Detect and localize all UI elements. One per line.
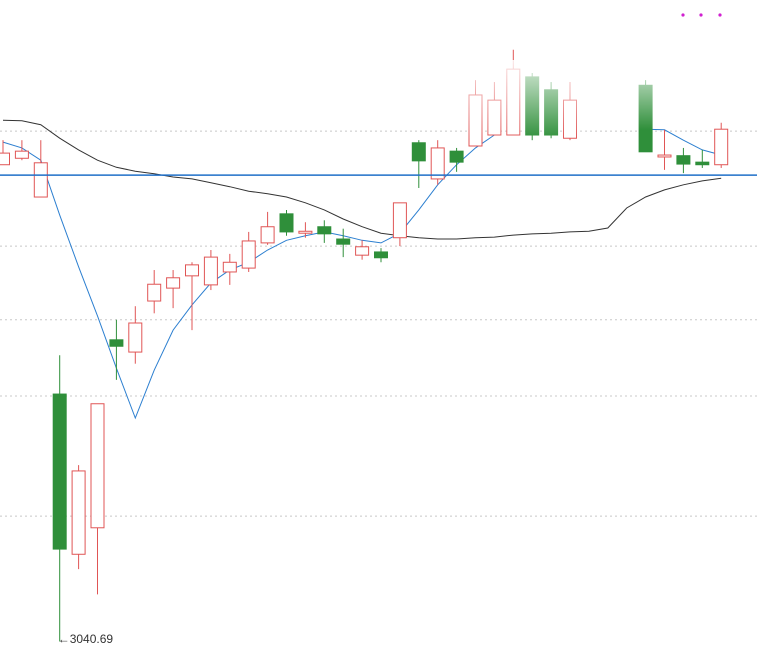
- candle-body: [336, 238, 351, 245]
- candle-body: [714, 128, 729, 166]
- candle-body: [279, 213, 294, 233]
- candle-body: [355, 246, 370, 256]
- candle: [336, 228, 351, 258]
- candle: [279, 209, 294, 236]
- low-annotation: ←3040.69: [58, 632, 114, 646]
- candle-body: [14, 150, 29, 159]
- candle: [0, 140, 10, 166]
- candle-body: [109, 339, 124, 347]
- candle-body: [222, 261, 237, 273]
- candle-body: [128, 322, 143, 353]
- candle: [298, 222, 313, 238]
- candle: [657, 129, 672, 170]
- fade-overlay: [462, 60, 586, 140]
- candle: [33, 140, 48, 198]
- fade-overlay: [630, 60, 664, 130]
- candle: [166, 270, 181, 309]
- candle: [185, 262, 199, 331]
- candle-body: [676, 155, 691, 165]
- candle-body: [241, 240, 256, 269]
- candle-body: [90, 403, 105, 529]
- candle: [449, 147, 464, 172]
- moving-averages: [2, 119, 722, 420]
- menu-dot[interactable]: [681, 13, 685, 17]
- candle-body: [374, 251, 388, 259]
- moving-average-line: [2, 128, 722, 420]
- candle-body: [695, 161, 710, 166]
- candle-body: [392, 202, 407, 239]
- candle: [128, 306, 143, 364]
- candle-body: [657, 154, 672, 158]
- candle: [714, 122, 729, 168]
- candle-body: [317, 226, 332, 235]
- candle-body: [52, 393, 67, 550]
- candle: [14, 140, 29, 161]
- candle-body: [203, 256, 218, 286]
- candle: [71, 465, 86, 570]
- candle: [260, 211, 275, 245]
- candle: [676, 147, 691, 174]
- candle: [392, 202, 407, 247]
- candle: [90, 403, 105, 595]
- candle-body: [430, 147, 445, 180]
- candles: [0, 49, 729, 642]
- candle: [222, 253, 237, 285]
- candle: [241, 231, 256, 272]
- candle-body: [411, 142, 426, 162]
- candle-body: [166, 277, 181, 289]
- candle-body: [185, 264, 199, 277]
- fade-overlays: [462, 60, 664, 140]
- candle-body: [71, 470, 86, 555]
- candle: [147, 270, 162, 314]
- candle: [374, 248, 388, 263]
- grid: [0, 130, 757, 517]
- moving-average-line: [2, 119, 722, 240]
- candle: [52, 355, 67, 642]
- candle: [430, 140, 445, 185]
- candle: [411, 140, 426, 188]
- candle: [355, 240, 370, 260]
- menu-dot[interactable]: [718, 13, 722, 17]
- menu-dots[interactable]: [681, 13, 722, 17]
- candle-body: [298, 230, 313, 234]
- candle-body: [0, 152, 10, 166]
- candle-body: [147, 283, 162, 302]
- candle: [109, 319, 124, 380]
- candle: [203, 250, 218, 291]
- candle-body: [33, 162, 48, 198]
- menu-dot[interactable]: [699, 13, 703, 17]
- candle: [695, 149, 710, 168]
- candle-body: [260, 226, 275, 244]
- candle-body: [449, 150, 464, 163]
- candle: [317, 220, 332, 243]
